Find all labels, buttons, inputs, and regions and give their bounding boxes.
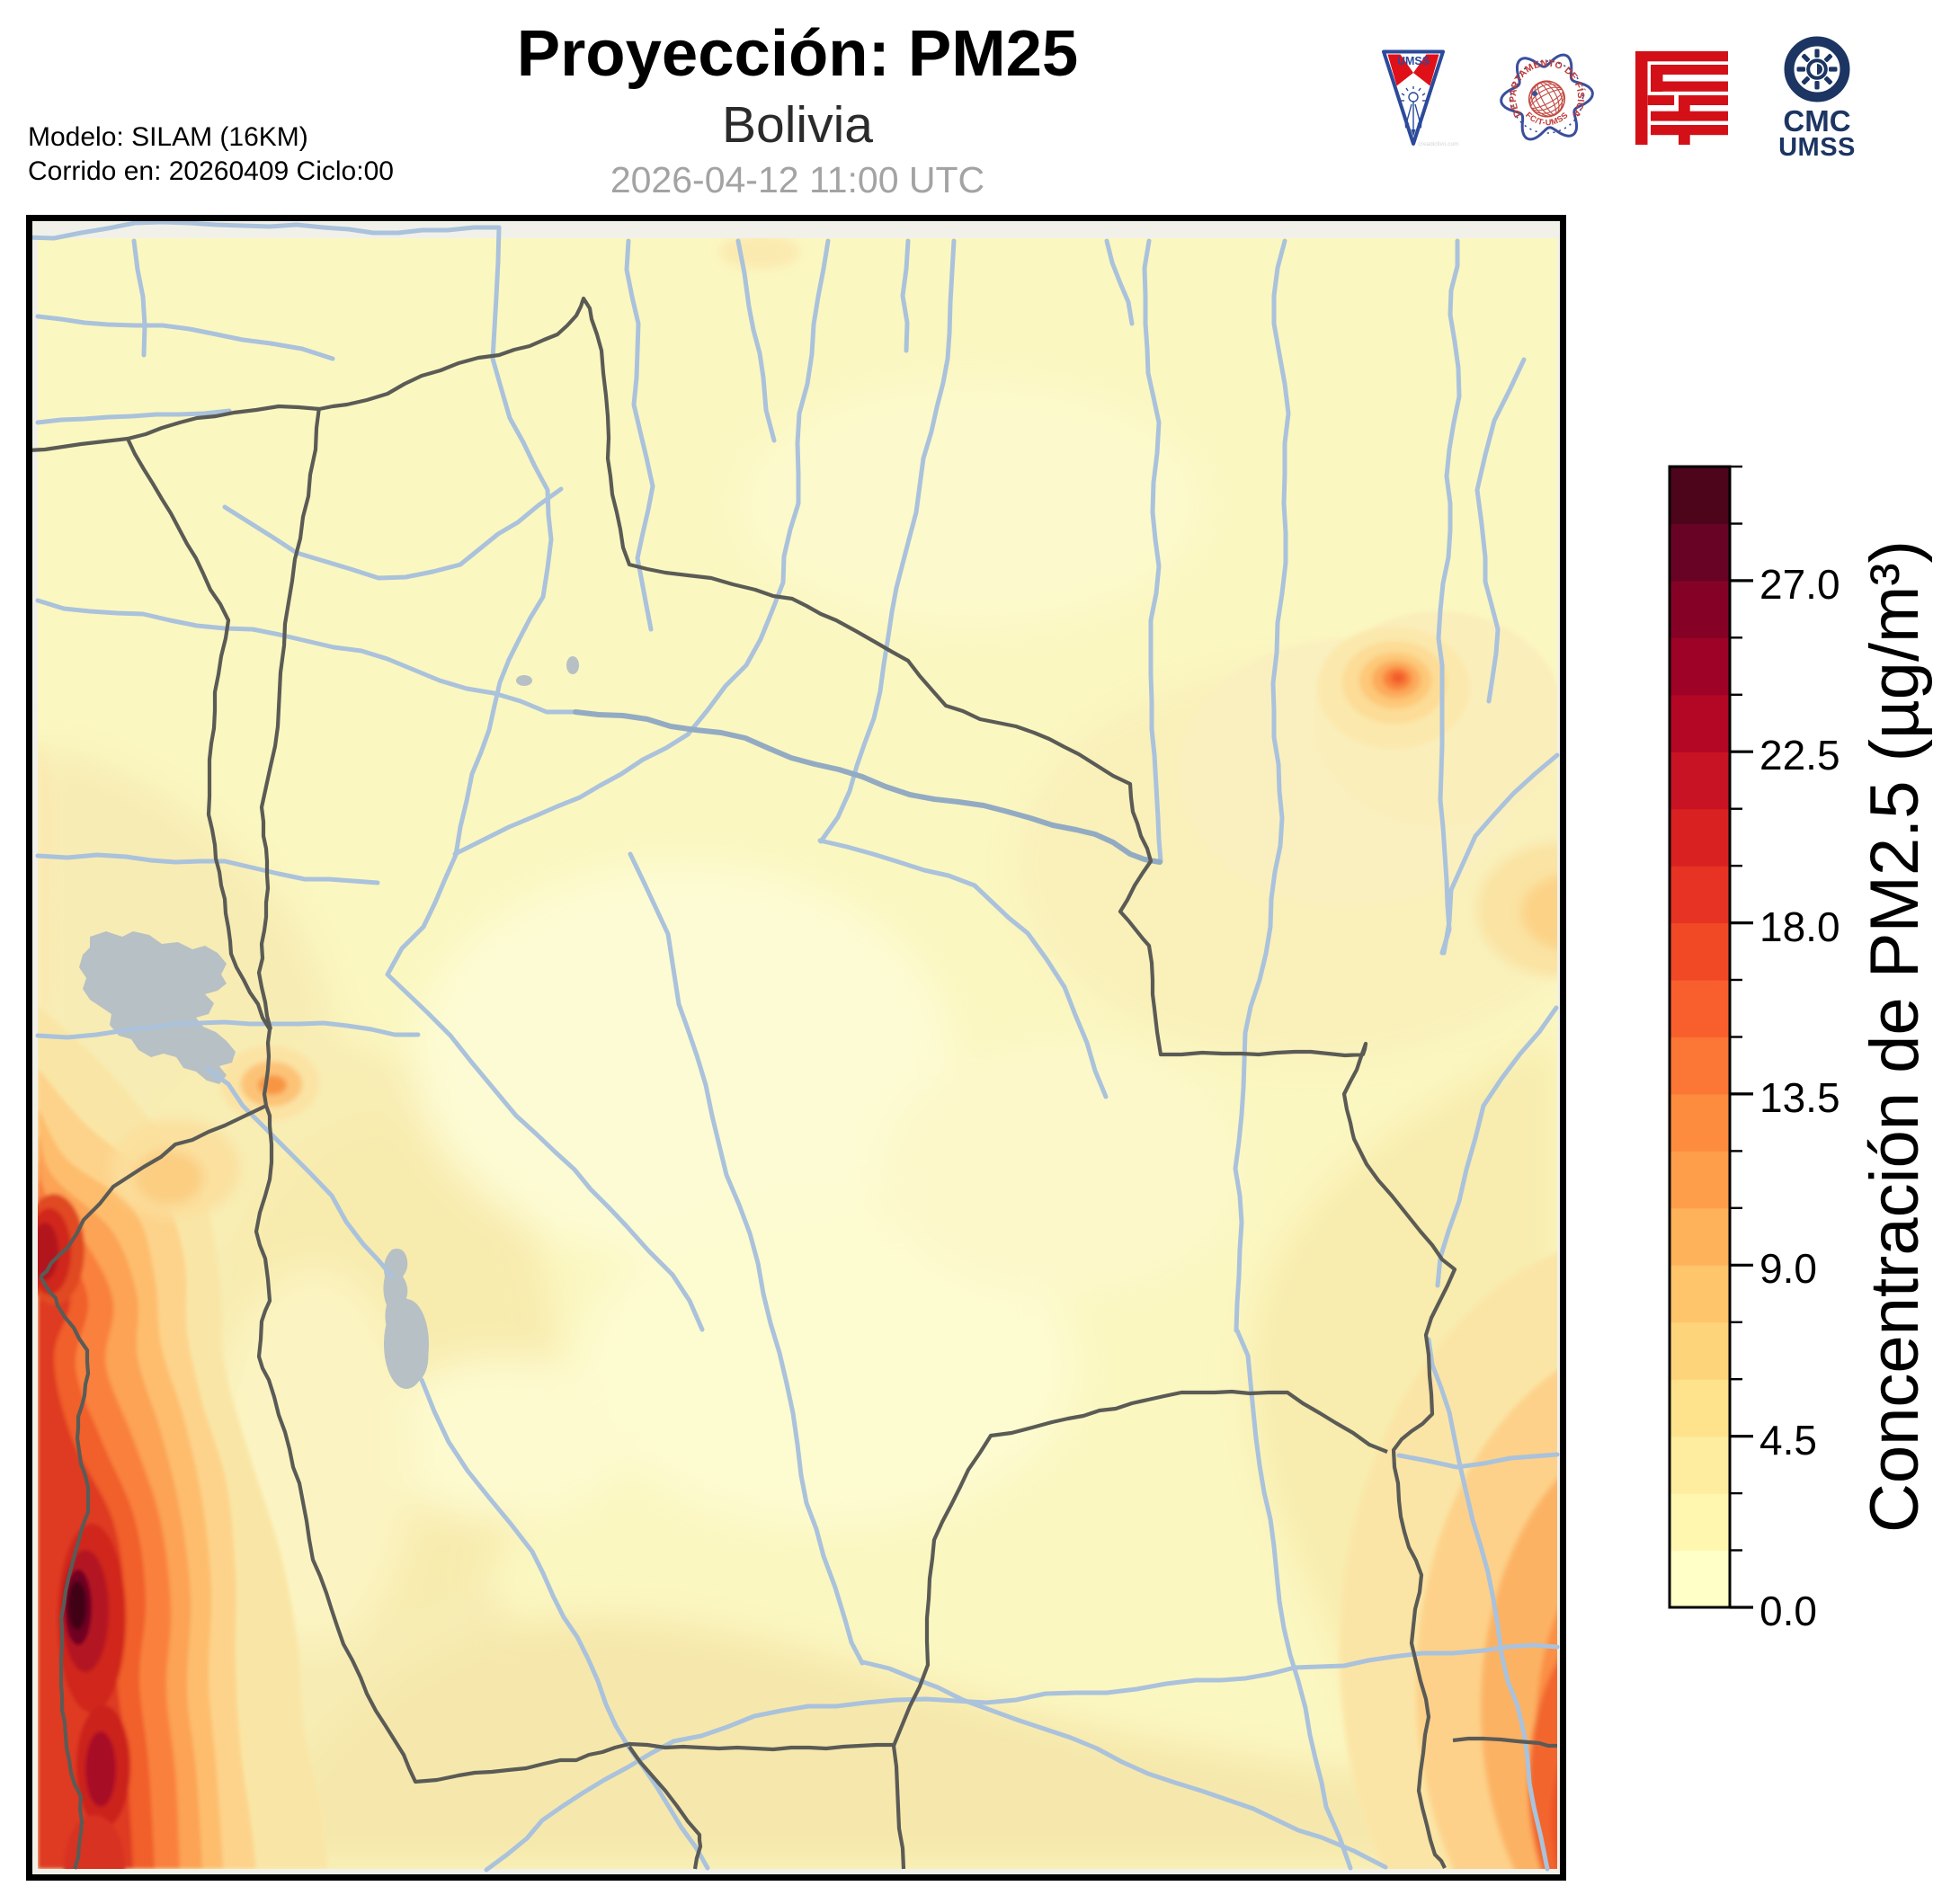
svg-text:UMSS: UMSS: [1397, 55, 1430, 67]
svg-text:2026-04-12 11:00 UTC: 2026-04-12 11:00 UTC: [610, 159, 984, 200]
svg-text:Proyección: PM25: Proyección: PM25: [517, 17, 1079, 90]
svg-text:UMSS: UMSS: [1778, 133, 1856, 162]
svg-text:creadictivo.com: creadictivo.com: [1418, 141, 1458, 147]
svg-text:CMC: CMC: [1783, 104, 1850, 138]
svg-text:27.0: 27.0: [1759, 561, 1840, 608]
svg-text:Modelo: SILAM (16KM): Modelo: SILAM (16KM): [28, 122, 308, 152]
svg-text:13.5: 13.5: [1759, 1074, 1840, 1121]
svg-text:4.5: 4.5: [1759, 1417, 1817, 1464]
svg-text:18.0: 18.0: [1759, 903, 1840, 950]
svg-text:22.5: 22.5: [1759, 732, 1840, 779]
svg-text:Corrido en: 20260409 Ciclo:00: Corrido en: 20260409 Ciclo:00: [28, 156, 394, 186]
svg-text:Concentración de PM2.5 (µg/m³): Concentración de PM2.5 (µg/m³): [1857, 540, 1933, 1533]
svg-text:9.0: 9.0: [1759, 1245, 1817, 1292]
svg-text:0.0: 0.0: [1759, 1588, 1817, 1634]
svg-text:Bolivia: Bolivia: [722, 96, 873, 154]
